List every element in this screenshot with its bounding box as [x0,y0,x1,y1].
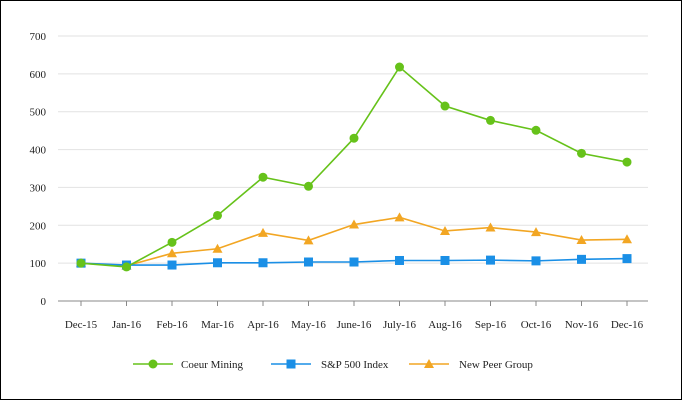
data-point-new-peer-group [440,225,450,235]
x-axis-ticks: Dec-15 Jan-16 Feb-16 Mar-16 Apr-16 May-16 June… [65,301,644,331]
data-point-coeur-mining [213,210,222,220]
data-point-new-peer-group [303,235,314,245]
legend-label: Coeur Mining [181,359,244,371]
data-point-new-peer-group [576,235,587,245]
data-point-s-p-500-index [486,255,495,265]
data-point-s-p-500-index [395,255,404,265]
y-tick-label: 700 [30,31,47,43]
data-point-coeur-mining [577,148,586,158]
x-tick-label: Sep-16 [475,319,507,331]
legend-item-new-peer-group: New Peer Group [409,359,533,371]
x-tick-label: Feb-16 [156,319,188,331]
data-point-coeur-mining [167,237,177,247]
series-group [76,62,632,272]
data-point-coeur-mining [304,181,313,191]
data-point-s-p-500-index [622,254,632,264]
data-point-coeur-mining [76,258,86,268]
x-tick-label: July-16 [383,319,417,331]
data-point-coeur-mining [531,125,541,135]
x-tick-label: Dec-16 [611,319,644,331]
legend-label: New Peer Group [459,359,533,371]
x-tick-label: June-16 [337,319,372,331]
legend-swatch-marker [286,359,296,369]
y-tick-label: 0 [41,296,47,308]
legend-swatch-marker [148,359,158,369]
series-line-coeur-mining [80,65,628,268]
data-point-s-p-500-index [213,258,222,268]
y-tick-label: 200 [30,220,47,232]
x-tick-label: Nov-16 [565,319,599,331]
data-point-new-peer-group [622,234,632,244]
data-point-s-p-500-index [440,255,450,265]
data-point-s-p-500-index [531,256,541,266]
data-point-new-peer-group [212,243,223,253]
legend-item-coeur-mining: Coeur Mining [133,359,244,371]
y-tick-label: 300 [30,182,47,194]
legend-label: S&P 500 Index [321,359,389,371]
y-tick-label: 500 [30,107,47,119]
x-tick-label: Dec-15 [65,319,98,331]
legend: Coeur Mining S&P 500 Index New Peer Group [133,359,533,371]
data-point-coeur-mining [258,172,268,182]
data-point-new-peer-group [394,212,405,222]
x-tick-label: Apr-16 [247,319,279,331]
data-point-coeur-mining [395,62,404,72]
y-tick-label: 600 [30,69,47,81]
data-point-s-p-500-index [167,260,177,270]
x-tick-label: Aug-16 [428,319,462,331]
legend-swatch-marker [424,359,434,368]
y-tick-label: 100 [30,258,47,270]
series-coeur-mining [76,62,632,272]
data-point-coeur-mining [486,115,495,125]
data-point-s-p-500-index [349,257,359,267]
y-tick-label: 400 [30,145,47,157]
x-tick-label: May-16 [291,319,326,331]
x-tick-label: Jan-16 [112,319,142,331]
data-point-new-peer-group [531,227,541,237]
data-point-new-peer-group [167,248,177,258]
data-point-new-peer-group [349,219,359,229]
data-point-coeur-mining [122,262,131,272]
data-point-new-peer-group [258,227,268,237]
data-point-s-p-500-index [258,258,268,268]
legend-item-s-p-500-index: S&P 500 Index [271,359,389,371]
data-point-s-p-500-index [304,257,313,267]
x-tick-label: Oct-16 [521,319,552,331]
x-tick-label: Mar-16 [201,319,234,331]
data-point-coeur-mining [440,101,450,111]
data-point-new-peer-group [485,222,496,232]
y-axis-ticks: 0 100 200 300 400 500 600 700 [30,31,47,308]
data-point-coeur-mining [622,157,632,167]
data-point-s-p-500-index [577,254,586,264]
data-point-coeur-mining [349,133,359,143]
